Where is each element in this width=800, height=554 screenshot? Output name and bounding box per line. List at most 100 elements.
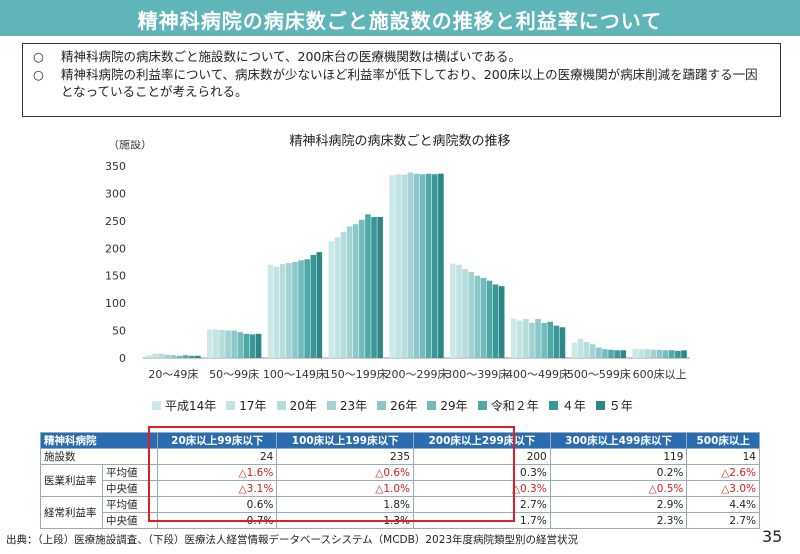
bar	[432, 174, 438, 358]
bar	[359, 219, 365, 358]
x-tick-label: 50～99床	[209, 367, 259, 381]
bar	[346, 226, 353, 358]
row-sub-label: 平均値	[101, 464, 159, 481]
bar	[225, 330, 231, 358]
bar	[213, 329, 219, 358]
bar	[231, 330, 237, 358]
legend-label: 29年	[440, 399, 468, 413]
summary-text: 精神科病院の病床数ごと施設数について、200床台の医療機関数は横ばいである。	[61, 49, 521, 64]
bar	[310, 254, 317, 358]
y-tick-label: 200	[105, 242, 126, 255]
bar	[462, 269, 468, 358]
bar	[650, 349, 657, 358]
bar	[535, 319, 541, 358]
x-tick-label: 400～499床	[506, 367, 570, 381]
bar	[249, 334, 256, 358]
bar	[644, 349, 651, 358]
bar	[395, 174, 401, 358]
bar	[486, 280, 493, 358]
legend-swatch	[326, 401, 336, 410]
bar	[656, 349, 663, 358]
bar	[510, 318, 517, 358]
table-cell: 14	[686, 448, 760, 465]
x-tick-label: 20～49床	[148, 367, 198, 381]
bar	[334, 237, 341, 358]
legend-swatch	[427, 401, 437, 410]
bar	[681, 350, 687, 358]
bar	[480, 277, 487, 358]
x-tick-label: 600床以上	[633, 367, 687, 381]
bar	[407, 172, 414, 358]
bar	[298, 260, 304, 358]
bar	[669, 350, 675, 358]
table-header-cell: 20床以上99床以下	[157, 432, 278, 449]
bar	[267, 264, 274, 358]
bar	[158, 353, 164, 358]
y-tick-label: 250	[105, 215, 126, 228]
table-cell: 0.2%	[549, 464, 688, 481]
row-label: 施設数	[39, 448, 159, 465]
bar	[152, 353, 158, 358]
bar	[170, 355, 177, 358]
bar	[304, 259, 310, 358]
bar	[468, 271, 474, 358]
bar	[413, 173, 420, 358]
bar	[164, 354, 171, 358]
bar	[419, 174, 426, 358]
bar	[371, 217, 377, 358]
summary-line: ○ 精神科病院の利益率について、病床数が少ないほど利益率が低下しており、200床…	[33, 66, 770, 101]
bar	[188, 355, 195, 358]
legend-item: ５年	[595, 397, 633, 414]
bar	[583, 342, 590, 358]
legend-item: ４年	[548, 397, 586, 414]
bar	[176, 355, 183, 358]
bar	[438, 173, 444, 358]
y-tick-label: 100	[105, 297, 126, 310]
legend-label: 26年	[390, 399, 418, 413]
legend-item: 令和２年	[477, 397, 539, 414]
source-note: 出典：（上段）医療施設調査、（下段）医療法人経営情報データベースシステム（MCD…	[6, 534, 579, 546]
y-tick-label: 0	[119, 352, 126, 365]
bar	[602, 349, 608, 358]
header-bar: 精神科病院の病床数ごと施設数の推移と利益率について	[0, 0, 800, 36]
bar	[219, 330, 225, 358]
bullet-circle: ○	[33, 49, 44, 64]
legend-label: ４年	[561, 399, 586, 413]
bar	[450, 263, 456, 358]
bar	[614, 350, 620, 358]
bar	[194, 355, 201, 358]
legend-label: 20年	[289, 399, 317, 413]
bar	[498, 286, 505, 358]
bar	[596, 347, 602, 358]
bar	[273, 266, 280, 358]
bar	[547, 321, 554, 358]
bar	[474, 275, 481, 358]
bar	[182, 355, 189, 358]
table-row: 中央値 △3.1% △1.0% △0.3% △0.5% △3.0%	[41, 480, 760, 497]
legend-item: 平成14年	[152, 397, 216, 414]
legend-swatch	[276, 401, 286, 410]
table-cell: △1.6%	[157, 464, 278, 481]
bar	[577, 338, 584, 358]
summary-line: ○ 精神科病院の病床数ごと施設数について、200床台の医療機関数は横ばいである。	[33, 48, 770, 66]
bar	[286, 263, 292, 358]
bar	[632, 348, 639, 358]
table-header-cell: 精神科病院	[39, 432, 159, 449]
x-tick-label: 300～399床	[445, 367, 509, 381]
bar-chart: （施設） 0 50 100 150 200 250 300 350 20～49床 50～99床 100…	[105, 140, 690, 381]
bar	[523, 319, 529, 358]
bar	[516, 320, 523, 358]
x-tick-label: 100～149床	[263, 367, 327, 381]
legend-item: 17年	[226, 397, 267, 414]
bar	[571, 342, 578, 358]
bar	[529, 322, 535, 358]
bar	[243, 333, 250, 358]
legend-item: 26年	[377, 397, 417, 414]
y-tick-label: 350	[105, 160, 126, 173]
row-sub-label: 中央値	[101, 480, 159, 497]
legend-swatch	[548, 401, 558, 410]
y-tick-label: 150	[105, 270, 126, 283]
bar	[620, 350, 627, 358]
table-cell: 2.9%	[549, 496, 688, 513]
legend-label: 17年	[239, 399, 267, 413]
